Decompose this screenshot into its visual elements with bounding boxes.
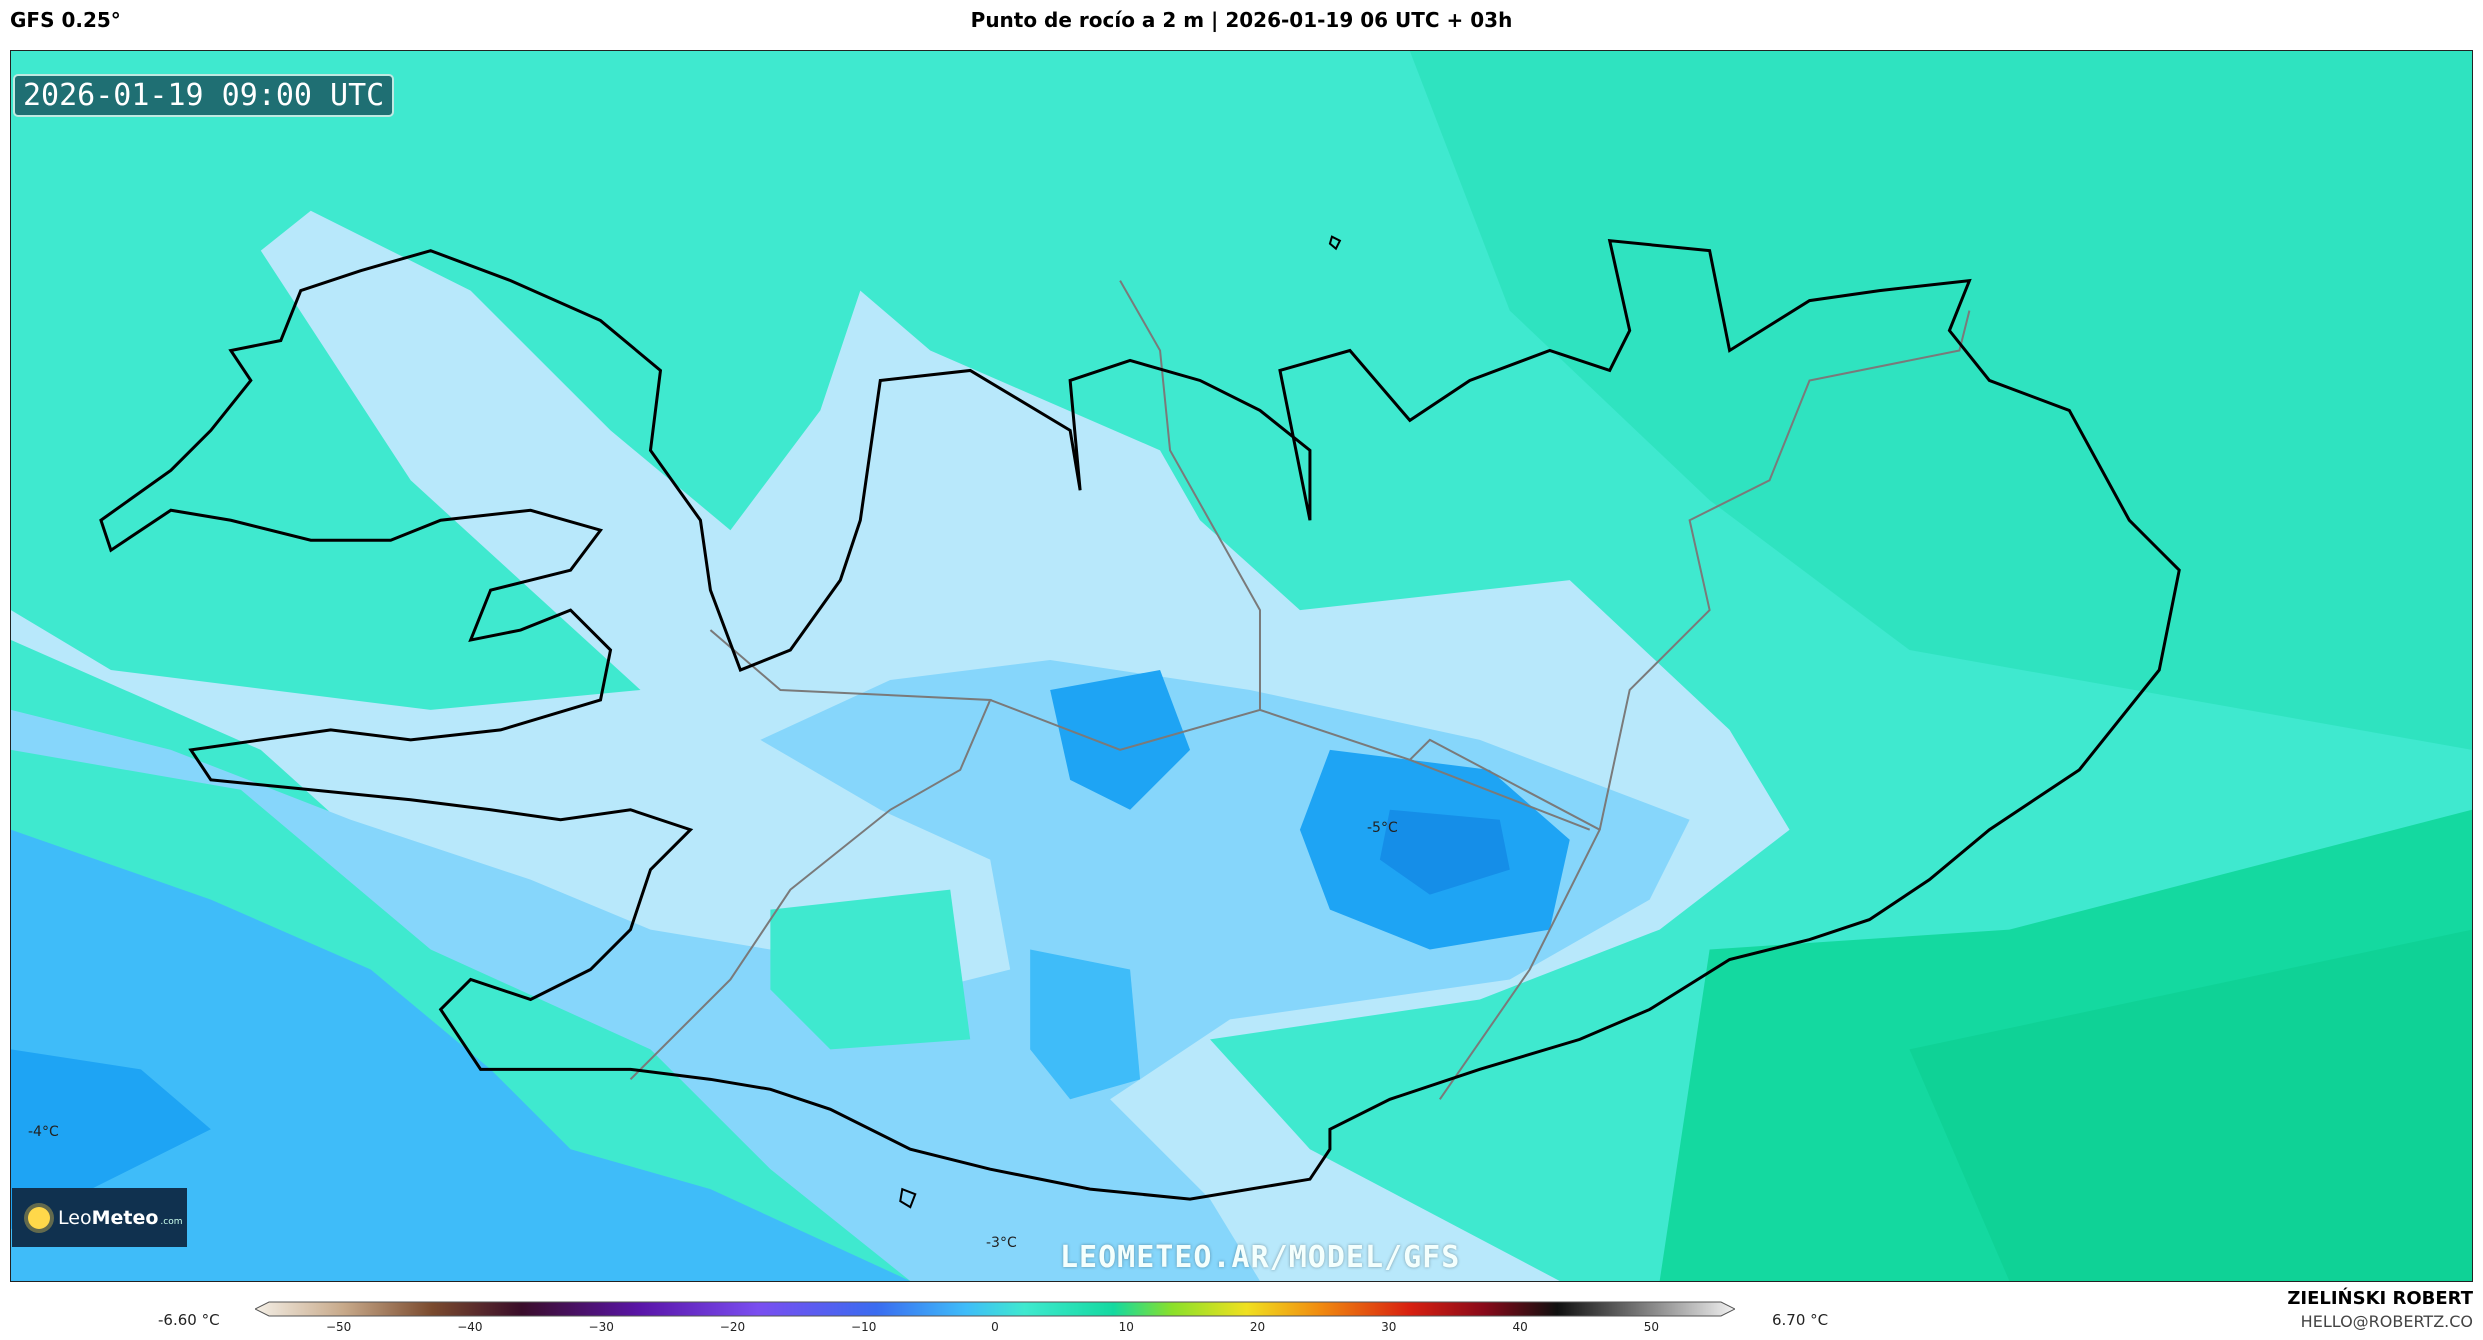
field-band-warm-se-2 bbox=[1909, 929, 2472, 1281]
field-band-core-west bbox=[1050, 669, 1191, 810]
colorbar-tick-label: −50 bbox=[325, 1320, 352, 1334]
colorbar-tick-label: 50 bbox=[1643, 1320, 1659, 1334]
colorbar-tick-label: −40 bbox=[457, 1320, 483, 1334]
site-url[interactable]: LEOMETEO.AR/MODEL/GFS bbox=[1060, 1240, 1461, 1275]
field-band-teal-island bbox=[770, 889, 971, 1050]
field-band-mid-blue bbox=[11, 660, 1690, 1281]
small-island-north bbox=[1328, 235, 1342, 251]
map-panel[interactable] bbox=[10, 50, 2473, 1282]
colorbar-ticks: −50 −40 −30 −20 −10 0 10 20 30 40 50 bbox=[0, 1320, 2483, 1340]
chart-title: Punto de rocío a 2 m | 2026-01-19 06 UTC… bbox=[970, 8, 1513, 32]
colorbar-max-label: 6.70 °C bbox=[1772, 1311, 1829, 1329]
contour-label-west: -4°C bbox=[28, 1124, 59, 1140]
colorbar bbox=[255, 1301, 1735, 1317]
colorbar-tick-label: 30 bbox=[1381, 1320, 1397, 1334]
author-email[interactable]: HELLO@ROBERTZ.CO bbox=[2300, 1312, 2473, 1331]
valid-time-badge: 2026-01-19 09:00 UTC bbox=[13, 74, 395, 117]
sun-icon bbox=[28, 1206, 50, 1229]
field-band-deep-blue-south bbox=[11, 829, 911, 1281]
colorbar-tick-label: 0 bbox=[991, 1320, 999, 1334]
colorbar-tick-label: −20 bbox=[719, 1320, 746, 1334]
colorbar-tick-label: −10 bbox=[851, 1320, 877, 1334]
colorbar-tick-label: 40 bbox=[1512, 1320, 1528, 1334]
logo-suffix: .com bbox=[160, 1217, 183, 1227]
field-band-core-min bbox=[1379, 809, 1510, 895]
small-island bbox=[899, 1187, 917, 1209]
contour-label-south: -3°C bbox=[986, 1235, 1017, 1251]
colorbar-min-label: -6.60 °C bbox=[158, 1311, 220, 1329]
author-name: ZIELIŃSKI ROBERT bbox=[2287, 1288, 2473, 1309]
colorbar-tick-label: −30 bbox=[588, 1320, 614, 1334]
colorbar-tick-label: 20 bbox=[1249, 1320, 1266, 1334]
region-border bbox=[629, 280, 1971, 1100]
logo-text-bold: Meteo bbox=[91, 1206, 159, 1229]
colorbar-tick-label: 10 bbox=[1118, 1320, 1134, 1334]
coastline bbox=[99, 238, 2181, 1201]
model-label: GFS 0.25° bbox=[10, 8, 121, 32]
contour-label-min: -5°C bbox=[1367, 820, 1398, 836]
field-band-south-pocket bbox=[1030, 949, 1141, 1100]
dewpoint-map bbox=[11, 51, 2472, 1281]
field-band-deepest-blue-sw bbox=[11, 1049, 211, 1230]
leometeo-logo[interactable]: Leo Meteo .com bbox=[12, 1188, 187, 1247]
field-band-greener-ne bbox=[1409, 51, 2472, 750]
logo-text-light: Leo bbox=[58, 1206, 92, 1229]
